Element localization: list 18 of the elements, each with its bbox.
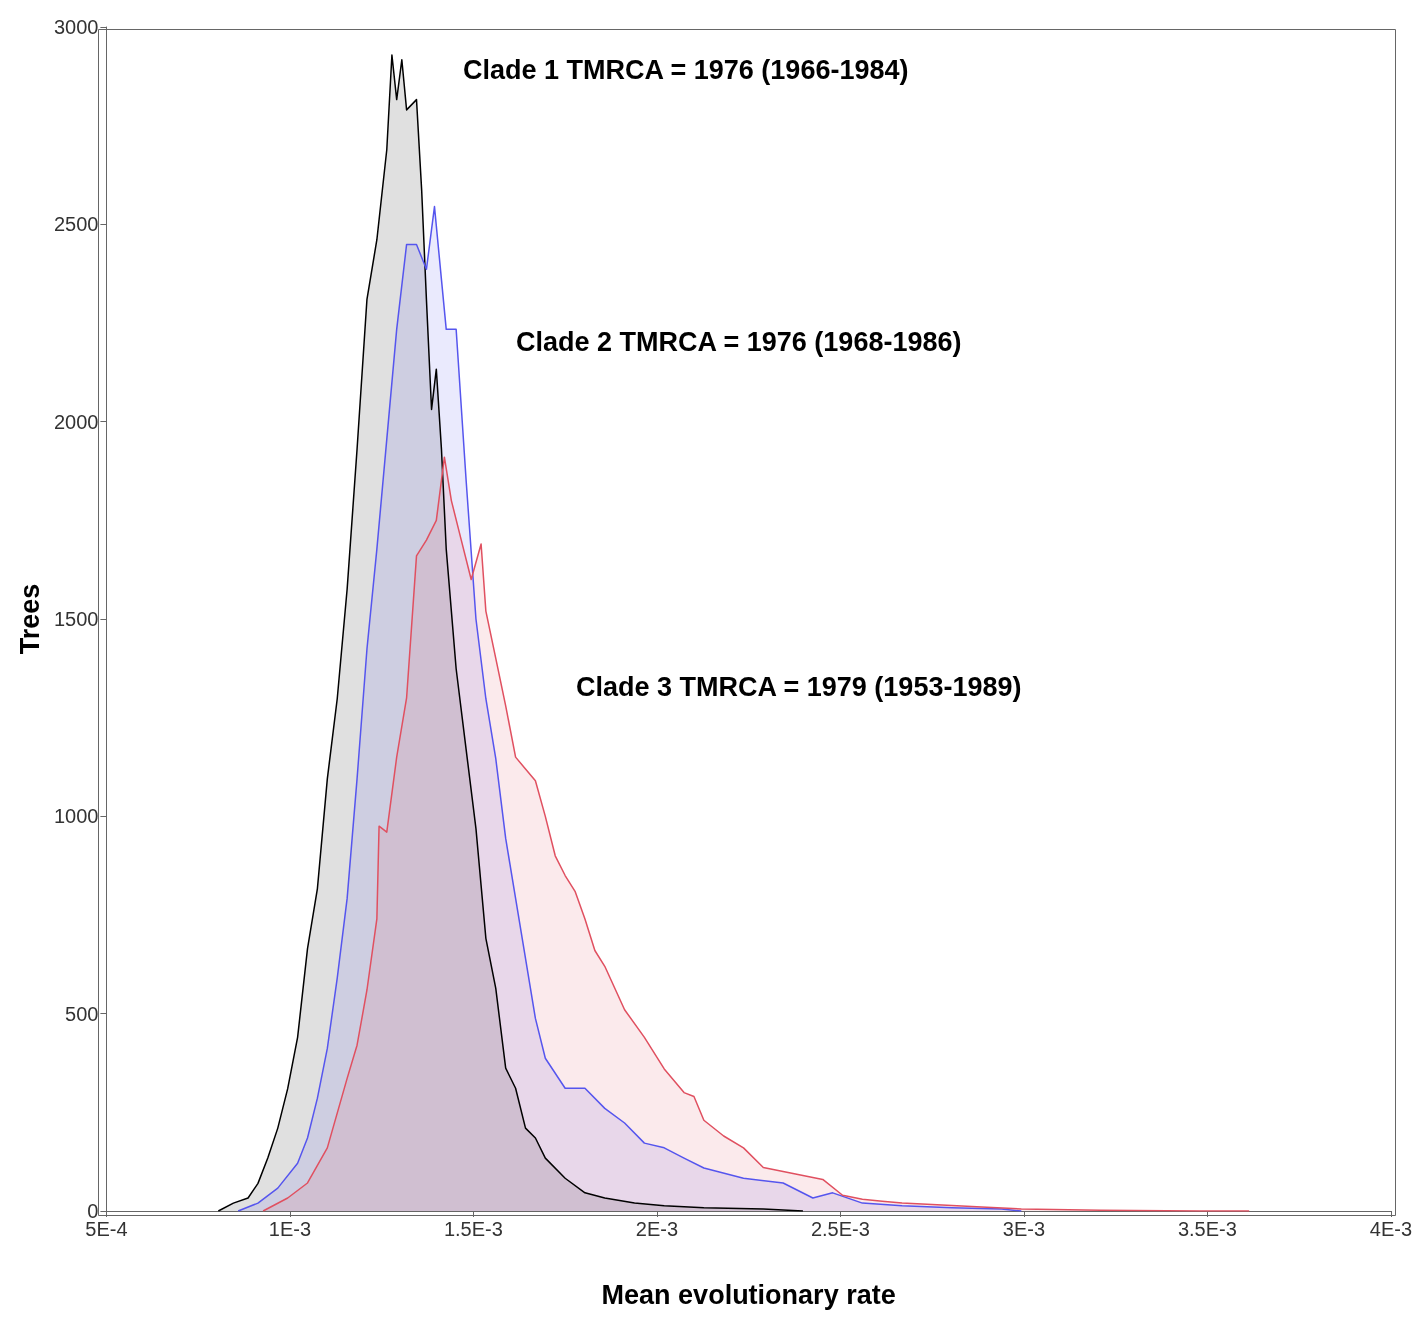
annotation: Clade 1 TMRCA = 1976 (1966-1984): [463, 54, 909, 85]
y-axis-title: Trees: [14, 583, 45, 655]
y-tick-label: 1000: [53, 805, 99, 828]
x-tick-label: 2E-3: [635, 1218, 679, 1240]
annotation: Clade 2 TMRCA = 1976 (1968-1986): [516, 326, 962, 357]
x-tick-label: 4E-3: [1369, 1218, 1412, 1240]
x-tick-label: 1E-3: [268, 1218, 312, 1240]
y-tick-label: 3000: [53, 16, 99, 38]
x-axis-title: Mean evolutionary rate: [601, 1279, 896, 1310]
x-tick-label: 2.5E-3: [810, 1218, 870, 1240]
x-tick-label: 3.5E-3: [1177, 1218, 1237, 1240]
x-tick-label: 3E-3: [1002, 1218, 1046, 1240]
x-tick-label: 1.5E-3: [443, 1218, 503, 1240]
y-tick-label: 500: [65, 1002, 99, 1025]
y-tick-label: 2500: [53, 213, 99, 236]
y-tick-label: 2000: [53, 410, 99, 433]
y-tick-label: 1500: [53, 608, 99, 630]
annotation: Clade 3 TMRCA = 1979 (1953-1989): [576, 671, 1022, 702]
